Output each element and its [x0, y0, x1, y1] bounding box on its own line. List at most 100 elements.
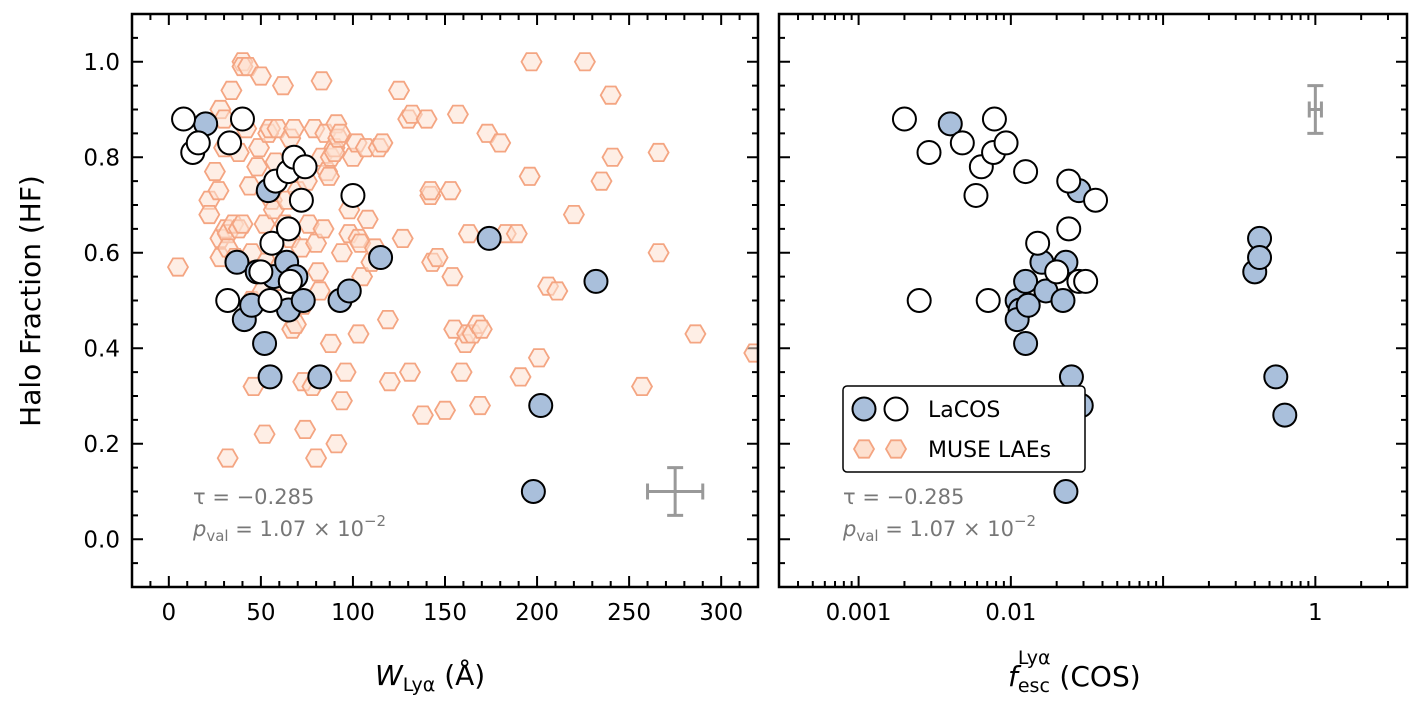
lacos-blue-point — [1058, 364, 1084, 390]
muse-lae-point — [198, 204, 221, 225]
lacos-blue-point — [520, 479, 546, 504]
lacos-blue-point — [937, 111, 963, 137]
muse-lae-point — [305, 448, 328, 468]
y-tick-label: 0.2 — [83, 432, 120, 458]
right-x-tick-labels: 0.001 0.01 1 — [826, 600, 1323, 626]
lacos-blue-point — [476, 225, 502, 251]
muse-lae-point — [330, 243, 353, 263]
lacos-blue-point — [1050, 288, 1076, 313]
left-error-bar — [646, 466, 705, 517]
lacos-open-point — [891, 106, 917, 132]
left-panel: 0 50 100 150 200 250 300 0.0 0.2 0.4 0.6 0.8 1.0 τ … — [14, 12, 1407, 696]
lacos-blue-point — [1263, 364, 1289, 390]
lacos-open-point — [248, 259, 274, 285]
muse-lae-point — [271, 76, 295, 96]
lacos-open-point — [277, 268, 303, 294]
lacos-blue-point — [1013, 330, 1039, 356]
y-tick-label: 0.4 — [83, 336, 120, 362]
lacos-blue-point — [307, 364, 333, 390]
left-lacos-points — [171, 106, 609, 504]
legend-muse-label: MUSE LAEs — [928, 438, 1051, 463]
lacos-open-point — [906, 288, 932, 313]
lacos-open-point — [1056, 168, 1082, 194]
right-panel: 0.001 0.01 1 τ = −0.285 pval = 1.07 × 10−2… — [777, 12, 1409, 697]
right-x-axis-title: fescLyα (COS) — [1008, 647, 1141, 697]
lacos-blue-point — [252, 330, 278, 356]
x-tick-label: 0.001 — [826, 600, 892, 626]
muse-lae-point — [246, 157, 269, 177]
muse-lae-point — [426, 247, 449, 268]
lacos-blue-point — [1013, 268, 1039, 294]
muse-lae-point — [433, 400, 457, 420]
muse-lae-point — [376, 309, 399, 330]
legend: LaCOS MUSE LAEs — [842, 385, 1086, 473]
muse-lae-point — [743, 343, 758, 363]
lacos-open-point — [340, 182, 366, 208]
x-tick-label: 100 — [331, 600, 375, 626]
lacos-open-point — [1056, 216, 1082, 242]
muse-lae-point — [450, 362, 473, 382]
right-pval-stat: pval = 1.07 × 10−2 — [842, 512, 1036, 545]
muse-lae-point — [220, 80, 243, 100]
y-tick-label: 0.6 — [83, 241, 120, 267]
muse-lae-point — [419, 181, 442, 201]
right-plot-frame — [777, 12, 1409, 589]
lacos-open-point — [916, 139, 942, 165]
muse-lae-point — [439, 181, 462, 201]
lacos-open-point — [171, 106, 197, 132]
left-pval-stat: pval = 1.07 × 10−2 — [192, 512, 386, 545]
lacos-blue-point — [583, 268, 609, 294]
y-tick-label: 1.0 — [83, 50, 120, 76]
muse-lae-point — [306, 262, 330, 282]
muse-lae-point — [415, 109, 438, 129]
lacos-open-point — [257, 288, 283, 313]
right-lacos-points — [891, 106, 1298, 504]
lacos-blue-point — [1053, 479, 1079, 504]
right-error-bar — [1307, 84, 1324, 135]
lacos-open-point — [185, 130, 211, 156]
y-tick-label: 0.8 — [83, 145, 120, 171]
muse-lae-point — [505, 224, 528, 244]
muse-lae-point — [207, 181, 230, 201]
lacos-open-point — [981, 106, 1007, 132]
muse-lae-point — [457, 224, 480, 244]
muse-lae-point — [216, 448, 239, 468]
muse-lae-point — [470, 319, 493, 339]
y-tick-label: 0.0 — [83, 527, 120, 553]
muse-lae-point — [334, 362, 357, 382]
legend-lacos-blue-marker — [851, 396, 877, 422]
muse-lae-point — [238, 176, 261, 196]
muse-lae-point — [398, 362, 422, 382]
lacos-open-point — [292, 154, 318, 180]
lacos-blue-point — [528, 393, 554, 419]
left-y-tick-labels: 0.0 0.2 0.4 0.6 0.8 1.0 — [83, 50, 120, 554]
muse-lae-point — [282, 119, 306, 139]
lacos-blue-point — [257, 364, 283, 390]
lacos-open-point — [963, 182, 989, 208]
left-y-axis-title: Halo Fraction (HF) — [14, 175, 47, 427]
x-tick-label: 0.01 — [985, 600, 1036, 626]
muse-lae-point — [527, 348, 550, 368]
x-tick-label: 0 — [162, 600, 177, 626]
muse-lae-point — [325, 434, 348, 454]
muse-lae-point — [317, 166, 341, 186]
left-plot-frame — [130, 12, 760, 589]
muse-lae-point — [647, 243, 670, 263]
muse-lae-point — [312, 219, 335, 239]
muse-lae-point — [520, 52, 543, 72]
lacos-open-point — [217, 130, 243, 156]
legend-lacos-open-marker — [883, 396, 909, 422]
lacos-blue-point — [336, 278, 362, 304]
muse-lae-point — [371, 133, 394, 153]
legend-muse-marker-2 — [884, 439, 908, 459]
lacos-blue-point — [290, 288, 316, 313]
lacos-open-point — [229, 106, 255, 132]
x-tick-label: 250 — [607, 600, 651, 626]
x-tick-label: 150 — [423, 600, 467, 626]
muse-lae-point — [468, 395, 492, 416]
muse-lae-point — [391, 228, 414, 249]
muse-lae-point — [378, 372, 401, 392]
muse-lae-point — [489, 133, 512, 153]
lacos-open-point — [993, 130, 1019, 156]
